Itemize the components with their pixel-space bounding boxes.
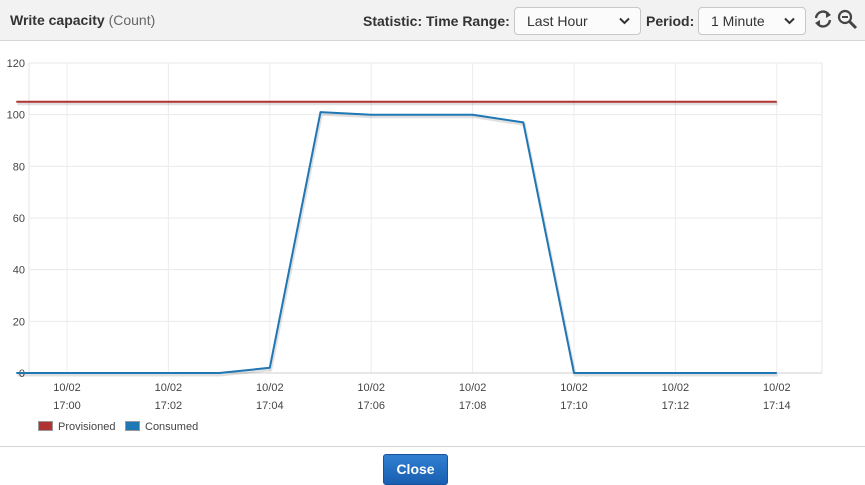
y-tick-label: 60 <box>13 213 25 225</box>
legend-swatch-provisioned <box>38 421 53 431</box>
x-tick-time: 17:06 <box>357 400 385 412</box>
x-tick-time: 17:02 <box>155 400 183 412</box>
dialog-footer <box>0 446 865 485</box>
x-tick-date: 10/02 <box>763 382 791 394</box>
chevron-down-icon <box>784 17 795 25</box>
chart-header: Write capacity (Count) Statistic: Time R… <box>0 0 865 41</box>
chart-area: 0 20 40 60 80 100 120 10/02 17:00 10/02 17:02 10/02… <box>0 41 865 446</box>
chevron-down-icon <box>619 17 630 25</box>
x-tick-time: 17:14 <box>763 400 791 412</box>
y-tick-label: 40 <box>13 265 25 277</box>
legend-label-consumed: Consumed <box>145 421 199 433</box>
x-tick-date: 10/02 <box>459 382 487 394</box>
period-select[interactable]: 1 Minute <box>698 7 806 35</box>
x-tick-date: 10/02 <box>155 382 183 394</box>
x-tick-date: 10/02 <box>560 382 588 394</box>
y-tick-label: 120 <box>7 58 25 70</box>
legend-consumed: Consumed <box>125 421 198 433</box>
legend-provisioned: Provisioned <box>38 421 115 433</box>
x-tick-time: 17:00 <box>53 400 81 412</box>
metric-unit: (Count) <box>108 12 156 28</box>
legend-swatch-consumed <box>125 421 140 431</box>
y-tick-label: 100 <box>7 110 25 122</box>
x-tick-time: 17:04 <box>256 400 284 412</box>
time-range-value: Last Hour <box>527 13 588 29</box>
refresh-icon[interactable] <box>812 8 834 30</box>
zoom-icon[interactable] <box>836 8 858 30</box>
time-range-select[interactable]: Last Hour <box>514 7 641 35</box>
x-tick-time: 17:12 <box>662 400 690 412</box>
statistic-label: Statistic: <box>363 13 423 29</box>
period-value: 1 Minute <box>711 13 765 29</box>
x-tick-date: 10/02 <box>256 382 284 394</box>
series-line-shadow-consumed <box>17 112 778 377</box>
period-label: Period: <box>646 13 695 29</box>
legend-label-provisioned: Provisioned <box>58 421 116 433</box>
x-tick-date: 10/02 <box>357 382 385 394</box>
y-tick-label: 20 <box>13 316 25 328</box>
time-range-label: Time Range: <box>426 13 510 29</box>
x-tick-date: 10/02 <box>53 382 81 394</box>
close-button[interactable]: Close <box>383 454 448 485</box>
chart-title: Write capacity (Count) <box>10 12 155 28</box>
series-line-consumed <box>16 111 777 374</box>
x-tick-time: 17:08 <box>459 400 487 412</box>
x-tick-time: 17:10 <box>560 400 588 412</box>
metric-name: Write capacity <box>10 12 105 28</box>
line-chart: 02040608010012010/0217:0010/0217:0210/02… <box>7 58 823 412</box>
y-tick-label: 80 <box>13 161 25 173</box>
x-tick-date: 10/02 <box>662 382 690 394</box>
